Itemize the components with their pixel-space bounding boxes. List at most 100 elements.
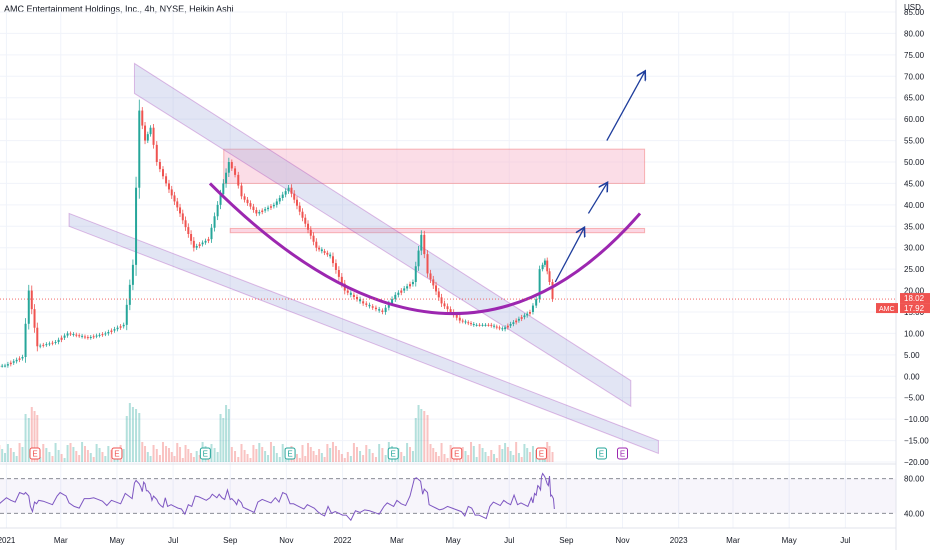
grid xyxy=(0,11,896,529)
candle-body xyxy=(506,325,509,328)
candle-body xyxy=(213,216,216,228)
resistance-zone-lower xyxy=(229,227,646,234)
volume-bar xyxy=(504,443,507,462)
volume-bar xyxy=(83,446,86,462)
candle-body xyxy=(39,345,42,347)
volume-bar xyxy=(329,448,332,462)
volume-bar xyxy=(69,443,72,462)
rsi-level-label: 80.00 xyxy=(904,475,925,484)
volume-bar xyxy=(176,443,179,462)
candle-body xyxy=(210,227,213,240)
candle-body xyxy=(315,241,318,248)
candle-body xyxy=(520,317,523,319)
ticker-tag xyxy=(876,303,898,314)
volume-bar xyxy=(403,456,406,462)
volume-bar xyxy=(359,451,362,462)
candle-body xyxy=(89,337,92,338)
volume-bar xyxy=(464,451,467,462)
volume-bar xyxy=(104,456,107,462)
volume-bar xyxy=(95,444,98,462)
y-tick-label: 5.00 xyxy=(904,351,920,360)
volume-bar xyxy=(30,407,33,462)
volume-bar xyxy=(198,455,201,462)
x-tick-label: Sep xyxy=(223,536,238,545)
candle-body xyxy=(538,269,541,300)
volume-bar xyxy=(443,454,446,462)
candle-body xyxy=(301,211,304,218)
volume-bar xyxy=(135,409,138,462)
y-tick-label: 50.00 xyxy=(904,158,925,167)
volume-bar xyxy=(512,455,515,462)
earnings-marker xyxy=(451,447,463,460)
time-axis[interactable]: 2021 Mar May Jul Sep Nov 2022 Mar May Jul Sep Nov 20… xyxy=(0,536,851,545)
candle-body xyxy=(101,334,104,336)
x-tick-label: Nov xyxy=(279,536,293,545)
candle-body xyxy=(204,240,207,243)
y-tick-label: 35.00 xyxy=(904,222,925,231)
candle-body xyxy=(304,217,307,224)
candle-body xyxy=(152,127,155,145)
earnings-marker-label: E xyxy=(114,450,119,459)
y-tick-label: 80.00 xyxy=(904,29,925,38)
volume-bar xyxy=(152,445,155,462)
candle-body xyxy=(337,270,340,277)
candle-body xyxy=(258,212,261,214)
candle-body xyxy=(512,322,515,324)
earnings-marker-label: E xyxy=(391,450,396,459)
candle-body xyxy=(312,235,315,242)
candle-body xyxy=(198,244,201,246)
volume-bar xyxy=(98,448,101,462)
volume-bar xyxy=(506,447,509,462)
rsi-level-label: 40.00 xyxy=(904,509,925,518)
volume-bar xyxy=(57,450,60,462)
candle-body xyxy=(481,324,484,326)
candle-body xyxy=(222,183,225,195)
earnings-marker-label: E xyxy=(599,450,604,459)
candle-body xyxy=(66,333,69,336)
candle-body xyxy=(531,305,534,312)
earnings-marker-label: E xyxy=(32,450,37,459)
volume-bar xyxy=(368,449,371,462)
candle-body xyxy=(374,307,377,310)
candle-body xyxy=(246,199,249,204)
candle-body xyxy=(27,290,30,324)
candle-body xyxy=(192,240,195,248)
x-tick-label: Jul xyxy=(504,536,514,545)
volume-bar xyxy=(365,445,368,462)
y-tick-label: −5.00 xyxy=(904,394,925,403)
volume-bar xyxy=(187,449,190,462)
volume-bar xyxy=(264,451,267,462)
candle-body xyxy=(78,335,81,337)
y-tick-label: 30.00 xyxy=(904,244,925,253)
candle-body xyxy=(30,290,33,310)
x-tick-label: Jul xyxy=(168,536,178,545)
volume-bar xyxy=(138,413,141,462)
candle-body xyxy=(295,199,298,206)
candle-body xyxy=(195,246,198,248)
volume-bar xyxy=(161,442,164,462)
volume-bar xyxy=(48,452,51,462)
volume-bar xyxy=(362,455,365,462)
y-tick-label: 85.00 xyxy=(904,8,925,17)
volume-bar xyxy=(24,414,27,462)
rsi-line xyxy=(0,472,555,522)
volume-bar xyxy=(146,452,149,462)
chart-title: AMC Entertainment Holdings, Inc., 4h, NY… xyxy=(4,4,234,14)
ticker-label: AMC xyxy=(879,306,895,313)
volume-bar xyxy=(210,444,213,462)
earnings-marker-label: E xyxy=(203,450,208,459)
volume-bar xyxy=(15,456,18,462)
volume-bar xyxy=(125,416,128,462)
volume-bar xyxy=(261,447,264,462)
volume-bar xyxy=(181,458,184,462)
volume-bar xyxy=(190,453,193,462)
candle-body xyxy=(252,206,255,210)
candle-body xyxy=(323,251,326,253)
x-tick-label: Mar xyxy=(390,536,404,545)
volume-bar xyxy=(326,444,329,462)
volume-bar xyxy=(141,442,144,462)
volume-bar xyxy=(493,454,496,462)
